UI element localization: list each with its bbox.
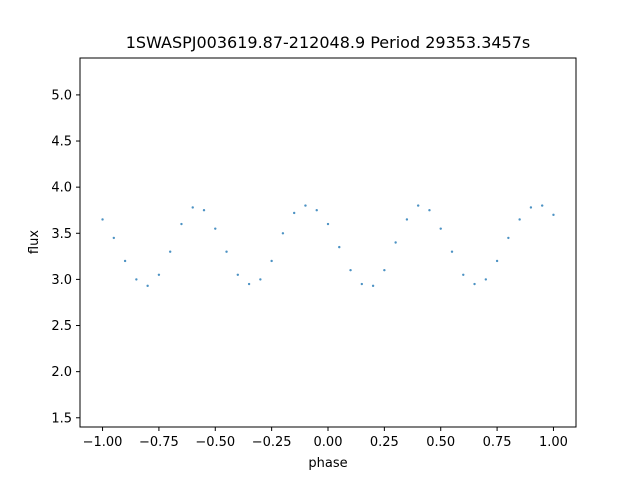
y-axis-label: flux	[27, 230, 42, 254]
x-axis-ticks: −1.00 −0.75 −0.50 −0.25 0.00 0.25 0.50 0.75 1.00	[83, 427, 568, 450]
data-point	[101, 218, 104, 221]
data-point	[247, 282, 251, 286]
data-point	[360, 282, 364, 286]
data-point	[439, 227, 442, 230]
y-tick-label: 4.5	[51, 135, 72, 150]
y-tick-label: 4.0	[51, 181, 72, 196]
data-point	[450, 250, 454, 253]
data-point	[326, 222, 330, 226]
data-point	[146, 284, 149, 288]
data-point	[416, 204, 420, 207]
x-tick-label: 0.00	[314, 435, 343, 450]
chart-title: 1SWASPJ003619.87-212048.9 Period 29353.3…	[126, 33, 531, 52]
x-tick-label: −0.25	[252, 435, 292, 450]
x-axis-label: phase	[308, 456, 347, 471]
x-tick-label: −0.50	[195, 435, 235, 450]
x-tick-label: 0.25	[370, 435, 399, 450]
data-point	[349, 268, 352, 272]
data-point	[315, 209, 318, 212]
data-point	[180, 222, 183, 226]
y-tick-label: 2.0	[51, 365, 72, 380]
data-point	[292, 211, 296, 215]
data-point	[281, 232, 285, 235]
y-tick-label: 1.5	[51, 411, 72, 426]
data-point	[518, 218, 521, 221]
x-tick-label: 0.75	[483, 435, 512, 450]
x-tick-label: −1.00	[83, 435, 123, 450]
data-point	[202, 209, 206, 212]
data-point	[236, 273, 240, 276]
y-tick-label: 2.5	[51, 319, 72, 334]
data-point	[371, 284, 375, 288]
data-point	[270, 259, 273, 263]
data-point	[529, 206, 533, 209]
data-point	[540, 204, 544, 207]
data-point	[123, 259, 127, 263]
y-axis-ticks: 1.5 2.0 2.5 3.0 3.5 4.0 4.5 5.0	[51, 88, 80, 426]
data-point	[495, 259, 499, 263]
data-point	[214, 227, 217, 230]
x-tick-label: 0.50	[426, 435, 455, 450]
x-tick-label: 1.00	[539, 435, 568, 450]
data-point	[507, 236, 510, 240]
scatter-points	[101, 204, 555, 288]
data-point	[405, 218, 409, 221]
data-point	[552, 213, 555, 217]
data-point	[168, 250, 172, 253]
data-point	[338, 245, 341, 249]
data-point	[112, 236, 116, 240]
data-point	[304, 204, 307, 207]
data-point	[428, 209, 431, 212]
y-tick-label: 5.0	[51, 88, 72, 103]
data-point	[462, 273, 465, 276]
data-point	[383, 268, 386, 272]
data-point	[191, 206, 194, 209]
data-point	[473, 282, 476, 286]
data-point	[484, 278, 488, 281]
data-point	[135, 278, 138, 281]
x-tick-label: −0.75	[139, 435, 179, 450]
data-point	[225, 250, 228, 253]
y-tick-label: 3.0	[51, 273, 72, 288]
data-point	[157, 273, 161, 276]
y-tick-label: 3.5	[51, 227, 72, 242]
data-point	[259, 278, 262, 281]
data-point	[394, 241, 397, 244]
